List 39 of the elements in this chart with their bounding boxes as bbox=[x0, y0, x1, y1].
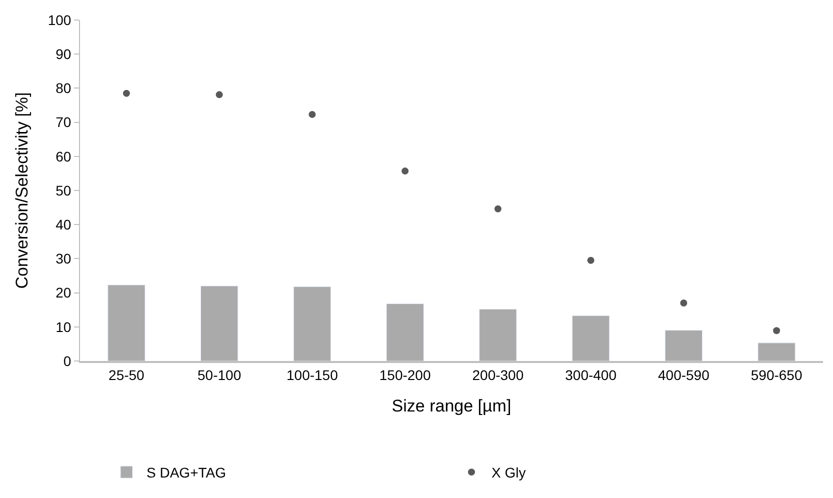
y-tick-label: 30 bbox=[56, 250, 72, 267]
x-tick-label: 590-650 bbox=[750, 366, 802, 383]
y-tick-label: 40 bbox=[56, 216, 72, 232]
x-axis-title: Size range [µm] bbox=[392, 396, 512, 416]
x-tick-label: 25-50 bbox=[108, 366, 145, 383]
y-tick-label: 0 bbox=[63, 352, 72, 369]
legend-label: S DAG+TAG bbox=[146, 464, 226, 481]
point bbox=[773, 327, 780, 334]
bar bbox=[386, 303, 424, 361]
bar bbox=[572, 315, 610, 361]
y-tick-label: 10 bbox=[56, 318, 72, 335]
bar bbox=[758, 342, 796, 361]
bar bbox=[479, 308, 517, 361]
y-tick-label: 60 bbox=[56, 148, 72, 164]
bar bbox=[293, 286, 332, 361]
x-tick-label: 400-590 bbox=[658, 366, 710, 383]
x-tick-label: 100-150 bbox=[286, 366, 338, 383]
y-tick-label: 70 bbox=[56, 114, 72, 130]
x-tick-label: 150-200 bbox=[379, 366, 431, 383]
y-tick-label: 100 bbox=[48, 12, 72, 28]
legend-label: X Gly bbox=[492, 464, 526, 481]
point bbox=[587, 256, 594, 264]
x-tick-label: 50-100 bbox=[198, 366, 242, 383]
bar bbox=[200, 286, 238, 361]
y-tick-label: 20 bbox=[56, 284, 72, 301]
point bbox=[402, 168, 409, 175]
point bbox=[308, 110, 316, 118]
y-tick-label: 80 bbox=[56, 80, 72, 96]
bar bbox=[664, 330, 703, 361]
point bbox=[494, 205, 502, 212]
y-tick-label: 90 bbox=[56, 46, 72, 62]
x-tick-label: 200-300 bbox=[472, 366, 524, 383]
y-axis-title: Conversion/Selectivity [%] bbox=[12, 92, 32, 289]
point bbox=[122, 90, 130, 97]
point bbox=[216, 91, 223, 98]
bar bbox=[108, 284, 146, 361]
point bbox=[680, 300, 688, 307]
y-tick-label: 50 bbox=[56, 182, 72, 198]
x-tick-label: 300-400 bbox=[565, 366, 617, 383]
